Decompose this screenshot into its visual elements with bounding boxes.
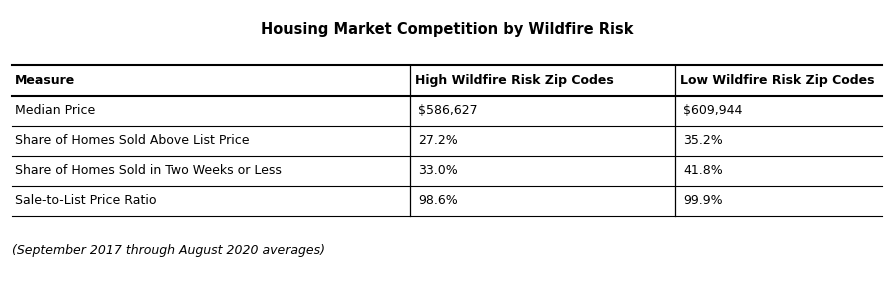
Text: High Wildfire Risk Zip Codes: High Wildfire Risk Zip Codes <box>415 74 614 87</box>
Text: 99.9%: 99.9% <box>683 194 722 208</box>
Text: Median Price: Median Price <box>15 104 96 118</box>
Text: 41.8%: 41.8% <box>683 164 722 178</box>
Text: Low Wildfire Risk Zip Codes: Low Wildfire Risk Zip Codes <box>680 74 874 87</box>
Text: 27.2%: 27.2% <box>418 134 458 148</box>
Text: $586,627: $586,627 <box>418 104 477 118</box>
Text: Share of Homes Sold in Two Weeks or Less: Share of Homes Sold in Two Weeks or Less <box>15 164 282 178</box>
Text: 98.6%: 98.6% <box>418 194 458 208</box>
Text: Measure: Measure <box>15 74 75 87</box>
Text: (September 2017 through August 2020 averages): (September 2017 through August 2020 aver… <box>12 244 325 257</box>
Text: Housing Market Competition by Wildfire Risk: Housing Market Competition by Wildfire R… <box>261 22 633 37</box>
Text: 35.2%: 35.2% <box>683 134 722 148</box>
Text: Share of Homes Sold Above List Price: Share of Homes Sold Above List Price <box>15 134 249 148</box>
Text: Sale-to-List Price Ratio: Sale-to-List Price Ratio <box>15 194 156 208</box>
Text: 33.0%: 33.0% <box>418 164 458 178</box>
Text: $609,944: $609,944 <box>683 104 742 118</box>
